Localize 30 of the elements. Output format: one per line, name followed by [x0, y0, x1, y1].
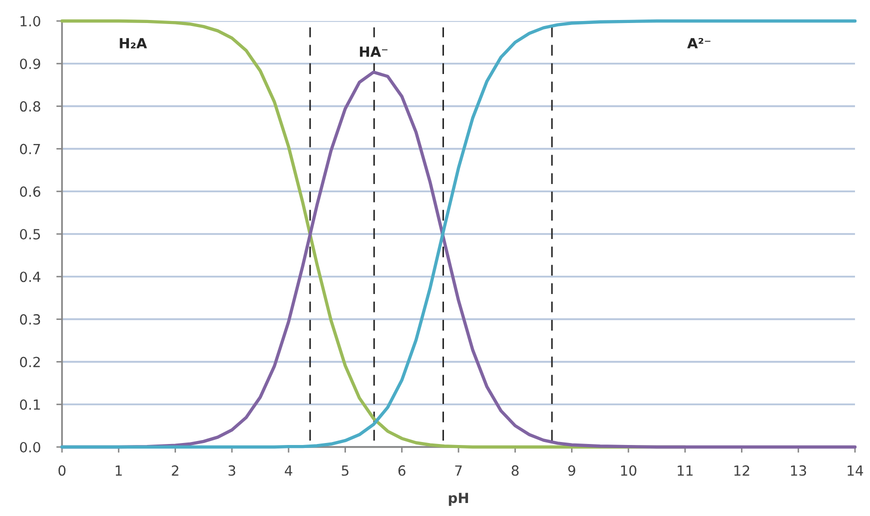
y-tick-label: 0.3 — [20, 314, 40, 325]
x-tick-label: 13 — [791, 465, 806, 476]
x-tick-label: 2 — [172, 465, 178, 476]
y-tick-label: 0.2 — [20, 356, 40, 368]
y-tick-label: 0.1 — [20, 399, 40, 410]
y-tick-label: 1.0 — [20, 16, 40, 26]
y-tick-label: 0.8 — [20, 101, 40, 112]
x-tick-label: 11 — [678, 465, 693, 476]
y-tick-label: 0.0 — [20, 442, 40, 452]
x-tick-label: 14 — [848, 465, 864, 476]
x-tick-label: 5 — [342, 465, 348, 476]
x-tick-label: 4 — [284, 465, 292, 476]
y-tick-label: 0.7 — [20, 144, 40, 154]
x-tick-label: 6 — [398, 465, 406, 476]
x-tick-label: 9 — [568, 465, 576, 476]
y-tick-label: 0.5 — [20, 228, 40, 240]
x-tick-label: 12 — [734, 465, 750, 476]
series-label: HA⁻ — [360, 46, 388, 57]
x-tick-label: 8 — [512, 465, 519, 476]
x-tick-label: 1 — [116, 465, 122, 476]
y-tick-label: 0.9 — [20, 58, 40, 70]
x-tick-label: 10 — [621, 465, 636, 476]
y-tick-label: 0.6 — [20, 186, 40, 197]
x-tick-label: 3 — [228, 465, 236, 476]
x-tick-label: 7 — [455, 465, 462, 476]
x-axis-title: pH — [448, 492, 468, 506]
y-tick-label: 0.4 — [20, 272, 40, 282]
x-tick-label: 0 — [58, 465, 66, 476]
series-label: H₂A — [120, 38, 147, 48]
series-label: A²⁻ — [687, 38, 710, 48]
